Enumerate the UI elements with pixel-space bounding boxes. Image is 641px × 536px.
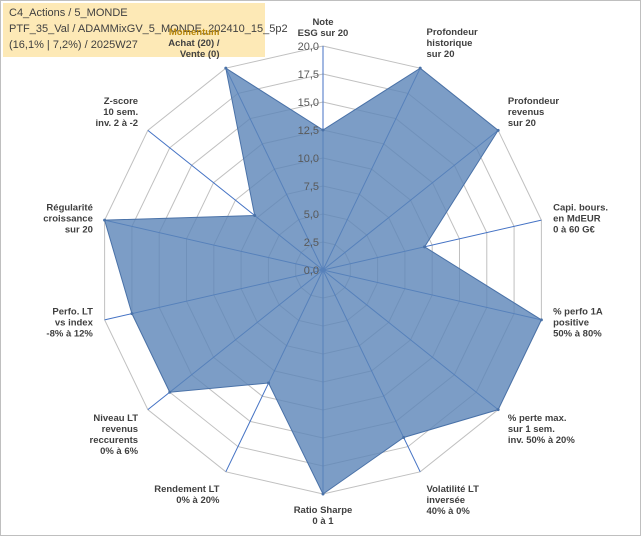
radar-series: [103, 66, 543, 496]
tick-label: 17,5: [298, 69, 319, 81]
axis-label-line: historique: [427, 38, 473, 49]
tick-label: 10,0: [298, 153, 319, 165]
axis-label-line: % perte max.: [508, 413, 567, 424]
axis-label-line: Momentum: [169, 27, 220, 38]
data-point-perf-lt: [130, 312, 134, 316]
axis-label-line: inv. 2 à -2: [96, 118, 139, 129]
axis-label-line: vs index: [55, 318, 94, 329]
series-area: [103, 67, 543, 495]
axis-label-line: croissance: [43, 213, 93, 224]
data-point-perf-1a: [539, 318, 543, 322]
header-line-1: C4_Actions / 5_MONDE: [9, 7, 128, 19]
axis-label-line: 0 à 1: [312, 516, 334, 527]
tick-label: 5,0: [304, 209, 319, 221]
tick-label: 20,0: [298, 41, 319, 53]
axis-label-line: Ratio Sharpe: [294, 505, 353, 516]
data-point-perte-max: [496, 408, 500, 412]
axis-label-line: 0% à 6%: [100, 446, 139, 457]
axis-label-line: revenus: [508, 107, 544, 118]
axis-label-line: sur 20: [65, 224, 93, 235]
tick-label: 0,0: [304, 265, 319, 277]
axis-label-line: Régularité: [46, 202, 92, 213]
axis-label-line: 0 à 60 G€: [553, 224, 595, 235]
axis-label-line: positive: [553, 318, 589, 329]
axis-label-line: 50% à 80%: [553, 329, 602, 340]
header-line-2: PTF_35_Val / ADAMMixGV_5_MONDE_202410_15…: [9, 23, 288, 35]
axis-label-line: Note: [312, 17, 333, 28]
axis-label-line: 10 sem.: [103, 107, 138, 118]
axis-label-line: reccurents: [90, 435, 139, 446]
axis-label-line: ESG sur 20: [298, 28, 349, 39]
axis-label-perte-max: % perte max.sur 1 sem.inv. 50% à 20%: [508, 413, 575, 446]
data-point-prof-rev: [496, 128, 500, 132]
axis-label-line: Perfo. LT: [52, 307, 93, 318]
axis-label-line: Z-score: [104, 96, 138, 107]
data-point-niveau-lt: [168, 390, 172, 394]
axis-label-line: Volatilité LT: [427, 484, 480, 495]
axis-label-line: inv. 50% à 20%: [508, 435, 575, 446]
axis-label-line: 0% à 20%: [176, 495, 220, 506]
chart-header: C4_Actions / 5_MONDE PTF_35_Val / ADAMMi…: [3, 3, 288, 57]
data-point-zscore: [253, 214, 257, 218]
axis-label-line: Niveau LT: [93, 413, 138, 424]
radial-tick-labels: 0,0 2,5 5,0 7,5 10,0 12,5 15,0 17,5 20,0: [298, 41, 319, 277]
axis-label-rendement: Rendement LT0% à 20%: [154, 484, 220, 506]
tick-label: 12,5: [298, 125, 319, 137]
axis-label-line: sur 1 sem.: [508, 424, 555, 435]
axis-label-line: Vente (0): [180, 49, 220, 60]
axis-label-line: Profondeur: [427, 27, 478, 38]
data-point-rendement: [267, 381, 271, 385]
tick-label: 7,5: [304, 181, 319, 193]
axis-label-line: 40% à 0%: [427, 506, 471, 517]
axis-label-line: Profondeur: [508, 96, 559, 107]
data-point-regularite: [103, 218, 107, 222]
tick-label: 15,0: [298, 97, 319, 109]
data-point-capi: [423, 245, 427, 249]
axis-label-line: Achat (20) /: [168, 38, 220, 49]
data-point-momentum: [224, 66, 228, 70]
axis-label-line: sur 20: [508, 118, 536, 129]
axis-label-line: en MdEUR: [553, 213, 601, 224]
axis-label-line: Capi. bours.: [553, 202, 608, 213]
data-point-prof-hist: [418, 66, 422, 70]
axis-label-line: sur 20: [427, 49, 455, 60]
axis-label-line: Rendement LT: [154, 484, 219, 495]
tick-label: 2,5: [304, 237, 319, 249]
axis-label-line: inversée: [427, 495, 466, 506]
axis-label-line: % perfo 1A: [553, 307, 603, 318]
data-point-esg: [321, 128, 325, 132]
axis-label-line: revenus: [102, 424, 138, 435]
data-point-sharpe: [321, 492, 325, 496]
axis-label-line: -8% à 12%: [46, 329, 93, 340]
data-point-volat: [402, 436, 406, 440]
header-line-3: (16,1% | 7,2%) / 2025W27: [9, 39, 138, 51]
